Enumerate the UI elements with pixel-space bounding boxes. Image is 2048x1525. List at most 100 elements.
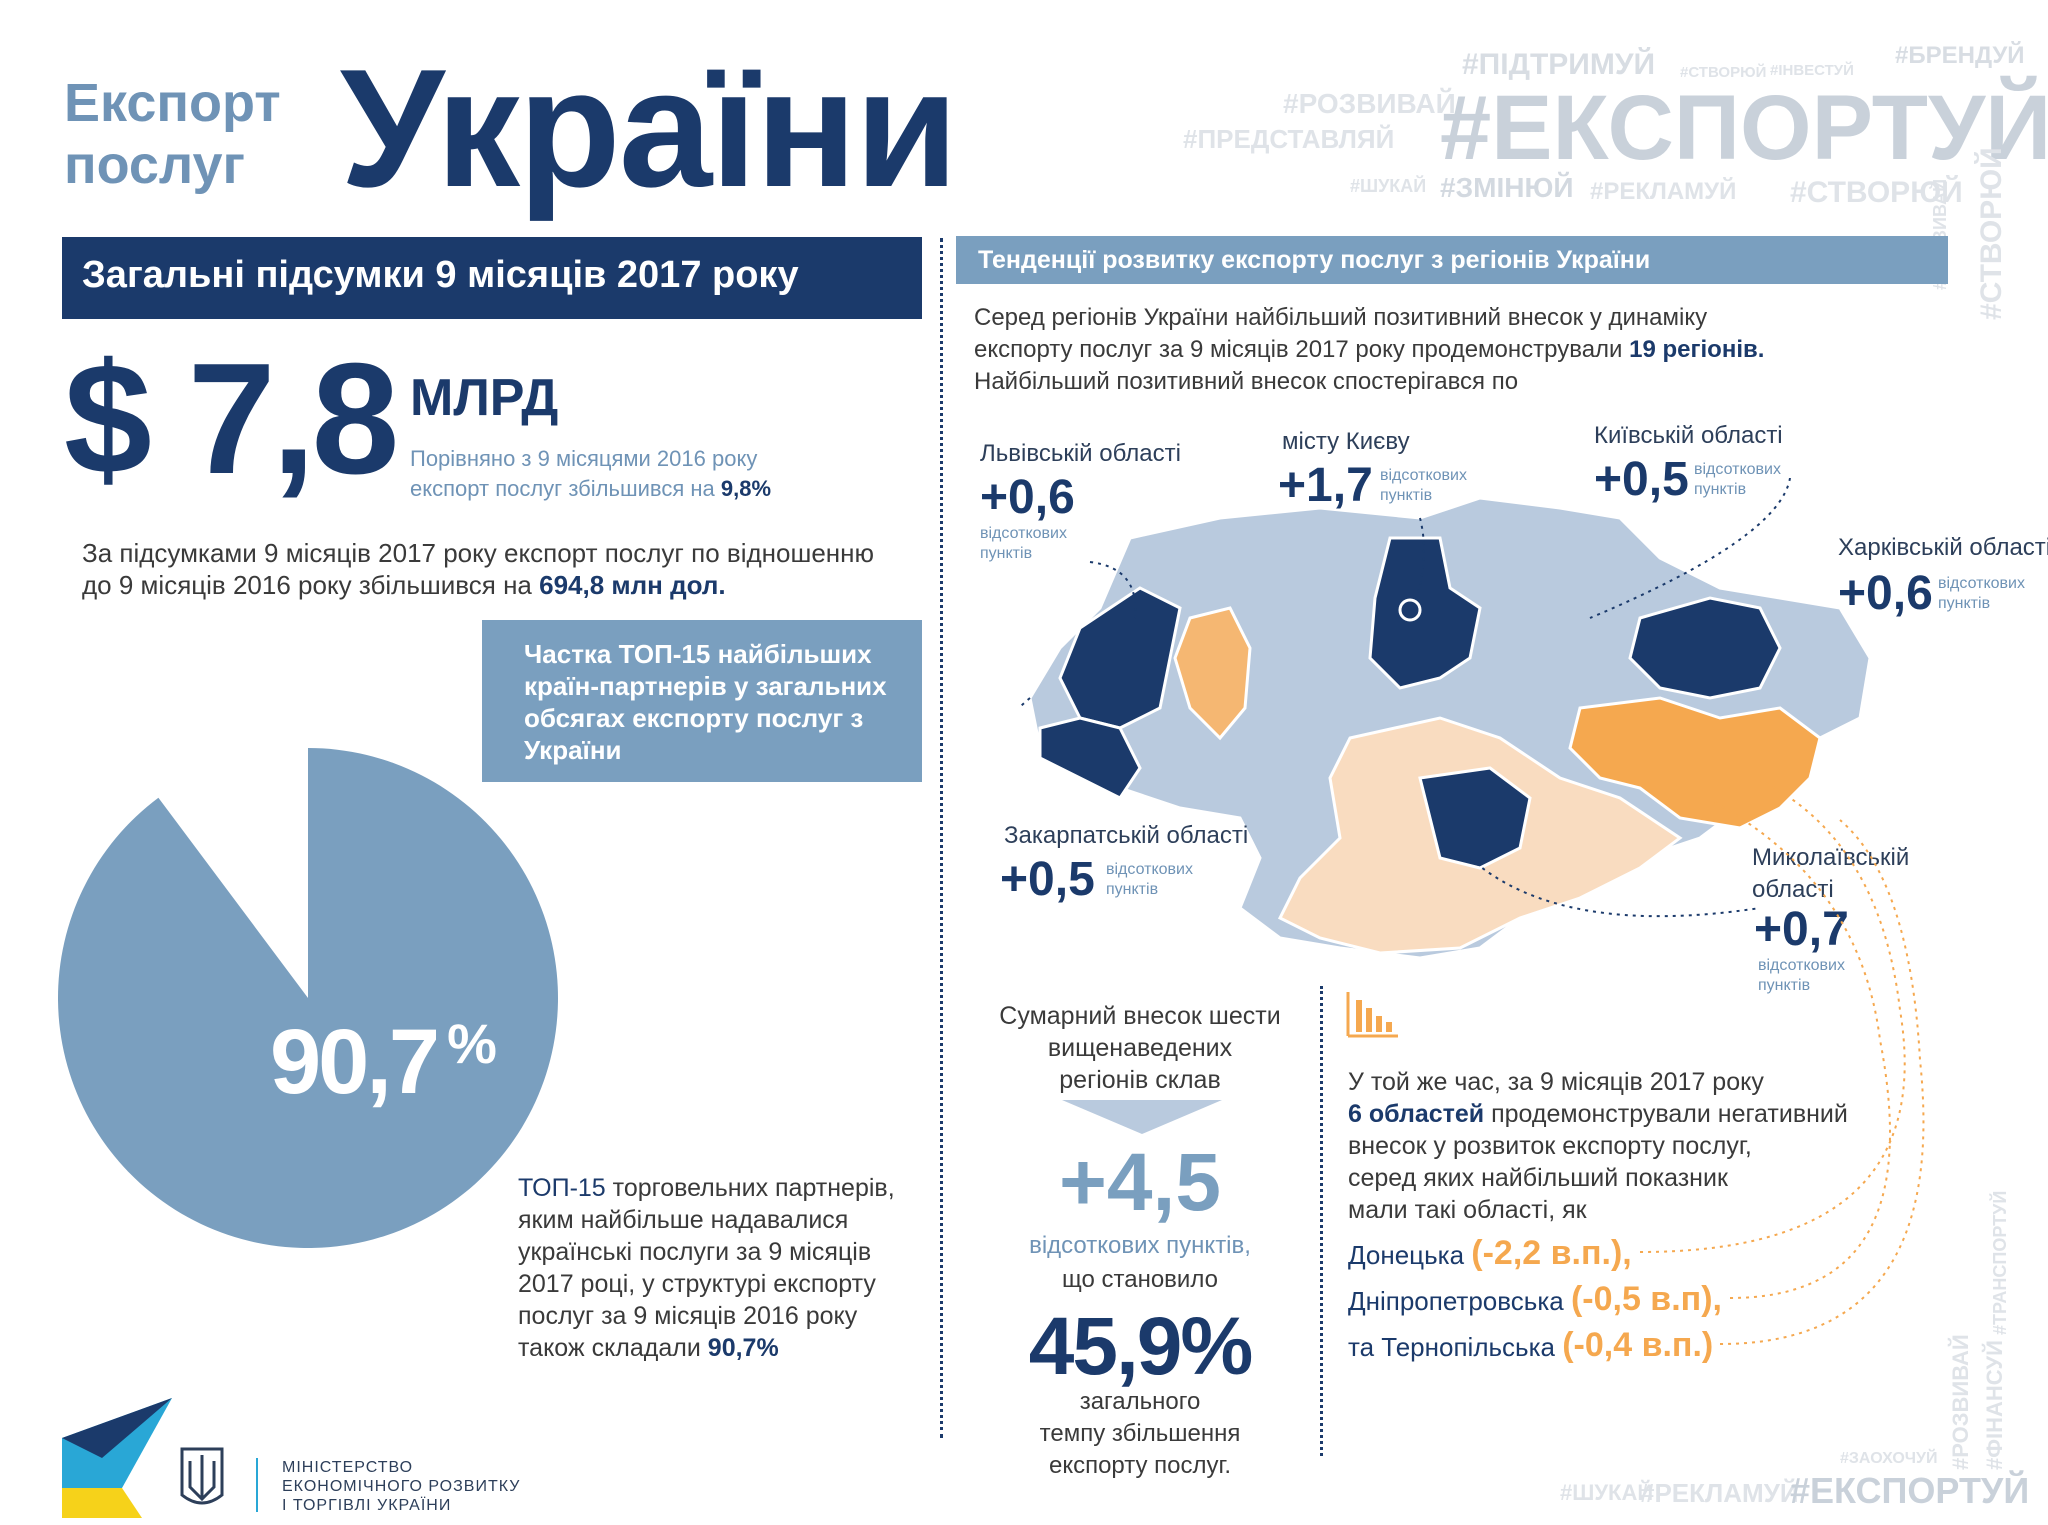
map-region-kharkiv — [1628, 596, 1782, 700]
total-export-value: $ 7,8 — [64, 331, 399, 507]
top15-box-line: Частка ТОП-15 найбільших — [524, 639, 872, 669]
top15-desc-value: 90,7% — [707, 1334, 779, 1362]
region-unit-kharkiv: відсоткових пунктів — [1938, 574, 2025, 614]
comparison-text-2: експорт послуг збільшився на 9,8% — [410, 476, 771, 502]
negative-text-line: мали такі області, як — [1348, 1196, 1587, 1224]
hashtag: #ЕКСПОРТУЙ — [1790, 1470, 2030, 1511]
hashtag: #ПРЕДСТАВЛЯЙ — [1183, 124, 1395, 154]
sum-intro-line: вищенаведених — [1047, 1034, 1233, 1062]
sum-value: +4,5 — [1059, 1137, 1221, 1228]
regions-intro-line: Найбільший позитивний внесок спостерігав… — [974, 368, 1519, 395]
hashtag: #СТВОРЮЙ — [1680, 64, 1767, 81]
unit-line: пунктів — [1106, 881, 1159, 898]
region-label-kyiv-city: місту Києву — [1282, 428, 1410, 455]
comparison-text-label: експорт послуг збільшився на — [410, 476, 715, 501]
negative-count: 6 областей — [1348, 1100, 1485, 1128]
negative-text: У той же час, за 9 місяців 2017 року 6 о… — [1348, 1066, 1848, 1226]
hashtag: #ЗАОХОЧУЙ — [1840, 1450, 1938, 1467]
region-label-line: Миколаївській — [1752, 844, 1910, 871]
region-unit-lviv: відсоткових пунктів — [980, 524, 1067, 564]
region-value-kyiv-city: +1,7 — [1278, 459, 1373, 512]
down-arrow-icon — [1062, 1100, 1222, 1134]
negative-text-line: серед яких найбільший показник — [1348, 1164, 1728, 1192]
region-value-kharkiv: +0,6 — [1838, 567, 1933, 620]
negative-region-name: Донецька — [1348, 1240, 1465, 1270]
regions-intro-text: експорту послуг за 9 місяців 2017 року п… — [974, 336, 1623, 363]
top15-desc-line: також складали 90,7% — [518, 1332, 895, 1364]
regions-intro-line: Серед регіонів України найбільший позити… — [974, 304, 1708, 331]
negative-text-line: У той же час, за 9 місяців 2017 року — [1348, 1068, 1764, 1096]
negative-text-part: продемонстрували негативний — [1491, 1100, 1848, 1128]
share-pie-chart — [58, 748, 558, 1248]
hashtag: #ФІНАНСУЙ — [1982, 1340, 2007, 1470]
unit-line: пунктів — [1758, 977, 1811, 994]
summary-line-1: За підсумками 9 місяців 2017 року експор… — [82, 538, 874, 568]
hashtag: #СТВОРЮЙ — [1790, 176, 1963, 209]
region-label-kharkiv: Харківській області — [1838, 534, 2048, 561]
negative-region-donetsk: Донецька (-2,2 в.п.), — [1348, 1234, 1632, 1273]
pie-value-number: 90,7 — [270, 1011, 440, 1113]
top15-description: ТОП-15 торговельних партнерів, яким найб… — [518, 1172, 895, 1364]
sum-intro-line: регіонів склав — [1059, 1066, 1221, 1094]
sum-percent: 45,9% — [1028, 1301, 1254, 1392]
negative-connectors — [1640, 779, 1925, 1345]
column-divider — [940, 238, 943, 1438]
footer-divider — [256, 1458, 258, 1512]
negative-region-ternopil: та Тернопільська (-0,4 в.п.) — [1348, 1326, 1713, 1365]
region-unit-zakarpattia: відсоткових пунктів — [1106, 860, 1193, 900]
unit-line: відсоткових — [1938, 575, 2025, 592]
region-value-kyiv-oblast: +0,5 — [1594, 453, 1689, 506]
pie-value-percent: % — [447, 1012, 497, 1075]
top15-desc-line: ТОП-15 торговельних партнерів, — [518, 1172, 895, 1204]
ministry-name-line: МІНІСТЕРСТВО — [282, 1459, 414, 1476]
top15-desc-line: яким найбільше надавалися — [518, 1206, 849, 1234]
negative-region-value: (-2,2 в.п.), — [1471, 1234, 1632, 1272]
hashtag-large: #ЕКСПОРТУЙ — [1440, 77, 2048, 179]
top15-box — [482, 620, 922, 782]
total-export-unit: МЛРД — [410, 369, 559, 427]
top15-desc-line: 2017 році, у структурі експорту — [518, 1270, 876, 1298]
summary-line-2: до 9 місяців 2016 року збільшився на 694… — [82, 570, 726, 601]
map-region-lviv — [1058, 586, 1182, 730]
ministry-name-line: І ТОРГІВЛІ УКРАЇНИ — [282, 1497, 452, 1514]
map-region-mykolaiv — [1418, 766, 1532, 870]
unit-line: відсоткових — [1694, 461, 1781, 478]
comparison-text-1: Порівняно з 9 місяцями 2016 року — [410, 446, 758, 471]
hashtag: #ШУКАЙ — [1560, 1480, 1654, 1505]
region-value-lviv: +0,6 — [980, 471, 1075, 524]
region-value-zakarpattia: +0,5 — [1000, 853, 1095, 906]
hashtag: #ІНВЕСТУЙ — [1770, 62, 1854, 79]
region-label-lviv: Львівській області — [980, 440, 1181, 467]
top15-desc-line: українські послуги за 9 місяців — [518, 1238, 872, 1266]
top15-box-line: України — [524, 735, 622, 765]
unit-line: відсоткових — [1380, 467, 1467, 484]
subtitle-line-2: послуг — [64, 135, 246, 195]
top15-desc-text: торговельних партнерів, — [612, 1174, 895, 1202]
sum-intro: Сумарний внесок шести вищенаведених регі… — [980, 1000, 1300, 1096]
map-region-kyiv-oblast — [1368, 536, 1482, 690]
sum-outro-line: темпу збільшення — [1039, 1420, 1241, 1447]
hashtag: #РОЗВИВАЙ — [1283, 88, 1456, 119]
map-region-zakarpattia — [1038, 716, 1142, 800]
right-banner — [956, 236, 1948, 284]
region-label-zakarpattia: Закарпатській області — [1004, 822, 1249, 849]
region-unit-kyiv-city: відсоткових пунктів — [1380, 466, 1467, 506]
summary-line-2-label: до 9 місяців 2016 року збільшився на — [82, 570, 532, 600]
sum-connector: що становило — [1062, 1266, 1218, 1293]
ministry-name: МІНІСТЕРСТВО ЕКОНОМІЧНОГО РОЗВИТКУ І ТОР… — [282, 1458, 520, 1515]
unit-line: відсоткових — [1758, 957, 1845, 974]
negative-region-name: Дніпропетровська — [1348, 1286, 1564, 1316]
hashtag: #ЗМІНЮЙ — [1440, 172, 1574, 203]
top15-desc-line: послуг за 9 місяців 2016 року — [518, 1302, 858, 1330]
negative-region-dnipro: Дніпропетровська (-0,5 в.п), — [1348, 1280, 1722, 1319]
subtitle-line-1: Експорт — [64, 73, 281, 133]
negative-region-value: (-0,5 в.п), — [1570, 1280, 1722, 1318]
pie-slice-top15 — [58, 748, 558, 1248]
sum-outro-line: експорту послуг. — [1048, 1452, 1232, 1479]
hashtag: #ТРАНСПОРТУЙ — [1990, 1190, 2010, 1335]
right-banner-text: Тенденції розвитку експорту послуг з рег… — [978, 246, 1651, 274]
sum-outro-line: загального — [1079, 1388, 1201, 1415]
unit-line: пунктів — [1938, 595, 1991, 612]
left-banner — [62, 237, 922, 319]
region-label-kyiv-oblast: Київській області — [1594, 422, 1783, 449]
